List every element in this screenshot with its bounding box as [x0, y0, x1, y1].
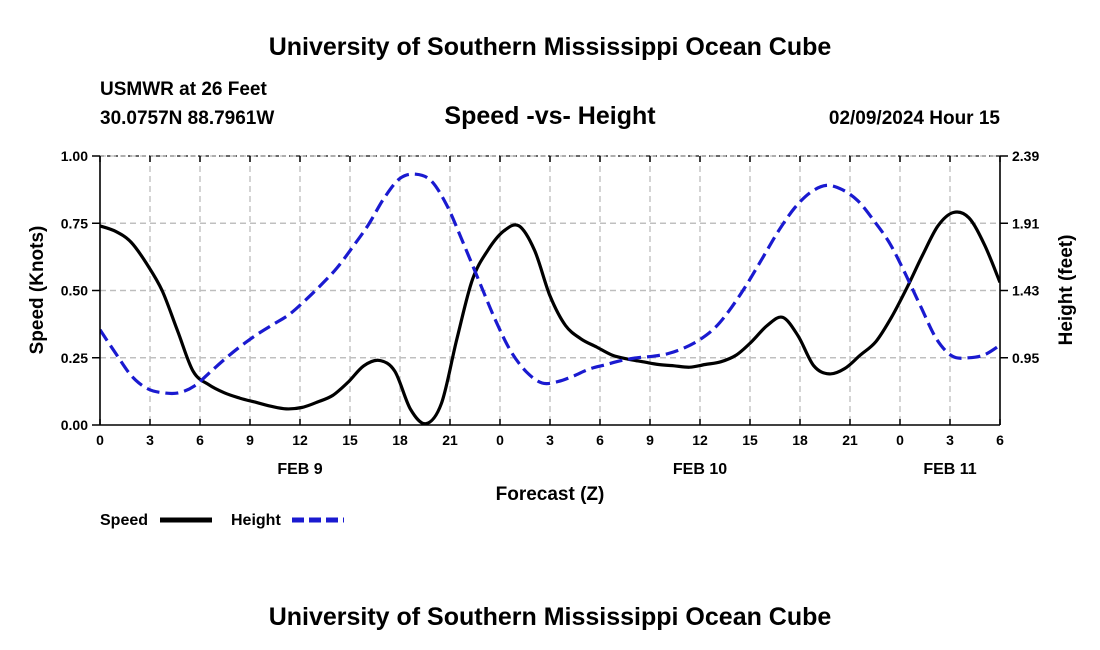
page-title: University of Southern Mississippi Ocean…: [269, 33, 832, 61]
station-position: 30.0757N 88.7961W: [100, 108, 274, 129]
x-tick-label: 12: [692, 432, 708, 448]
y-tick-label: 0.25: [61, 350, 88, 366]
x-tick-label: 3: [146, 432, 154, 448]
date-labels: FEB 9 FEB 10 FEB 11: [277, 461, 976, 478]
x-tick-label: 0: [96, 432, 104, 448]
date-label: FEB 10: [673, 461, 727, 478]
x-tick-label: 9: [646, 432, 654, 448]
x-tick-label: 18: [792, 432, 808, 448]
x-tick-label: 15: [742, 432, 758, 448]
grid-lines: [100, 155, 1000, 425]
x-tick-label: 21: [442, 432, 458, 448]
series-line-height: [100, 172, 1000, 396]
legend-label-height: Height: [231, 512, 281, 529]
series-lines: [100, 172, 1000, 426]
x-tick-label: 3: [546, 432, 554, 448]
date-label: FEB 11: [923, 461, 976, 478]
legend: Speed Height: [100, 512, 344, 529]
y2-axis-label: Height (feet): [1056, 235, 1077, 346]
x-tick-label: 15: [342, 432, 358, 448]
x-axis-label: Forecast (Z): [496, 484, 605, 505]
footer-title: University of Southern Mississippi Ocean…: [269, 603, 832, 631]
forecast-datetime: 02/09/2024 Hour 15: [829, 108, 1001, 129]
x-axis-ticks: 0 3 6 9 12 15 18 21 0 3 6 9 12 15 18 21 0 3 6: [96, 156, 1004, 448]
x-tick-label: 0: [496, 432, 504, 448]
date-label: FEB 9: [277, 461, 322, 478]
x-tick-label: 6: [996, 432, 1004, 448]
y-tick-label: 1.00: [61, 148, 88, 164]
y-tick-label: 0.50: [61, 283, 88, 299]
x-tick-label: 6: [196, 432, 204, 448]
x-tick-label: 0: [896, 432, 904, 448]
y2-tick-label: 1.91: [1012, 215, 1039, 231]
legend-label-speed: Speed: [100, 512, 148, 529]
y2-tick-label: 1.43: [1012, 283, 1039, 299]
y-tick-label: 0.00: [61, 417, 88, 433]
x-tick-label: 12: [292, 432, 308, 448]
station-label: USMWR at 26 Feet: [100, 79, 267, 100]
x-tick-label: 6: [596, 432, 604, 448]
series-line-speed: [100, 210, 1000, 426]
x-tick-label: 3: [946, 432, 954, 448]
y-tick-label: 0.75: [61, 215, 88, 231]
x-tick-label: 21: [842, 432, 858, 448]
chart-title: Speed -vs- Height: [444, 102, 656, 130]
y2-tick-label: 0.95: [1012, 350, 1039, 366]
y2-tick-label: 2.39: [1012, 148, 1039, 164]
y-axis-label: Speed (Knots): [27, 226, 48, 355]
x-tick-label: 18: [392, 432, 408, 448]
x-tick-label: 9: [246, 432, 254, 448]
y2-axis-ticks: 0.95 1.43 1.91 2.39: [1000, 148, 1039, 366]
y-axis-ticks: 0.00 0.25 0.50 0.75 1.00: [61, 148, 100, 433]
